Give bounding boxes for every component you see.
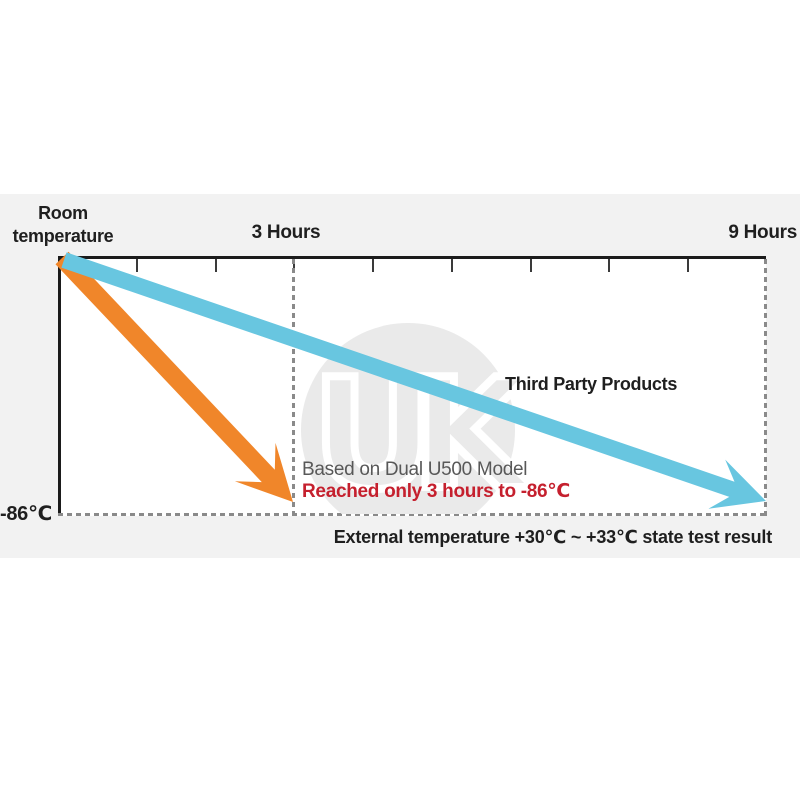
hour-tick-4	[372, 259, 374, 272]
hour-tick-2	[215, 259, 217, 272]
series-caption-dual-u500: Based on Dual U500 Model	[302, 459, 528, 480]
y-axis-bottom-label: -86℃	[0, 503, 52, 525]
x-tick-label-9-hours: 9 Hours	[728, 222, 797, 243]
series-label-third-party: Third Party Products	[505, 374, 678, 394]
y-axis-top-label: Room temperature	[12, 203, 114, 246]
hour-tick-5	[451, 259, 453, 272]
guide-9-hours	[764, 259, 767, 516]
hour-tick-6	[530, 259, 532, 272]
guide-3-hours	[292, 259, 295, 516]
footnote-test-conditions: External temperature +30℃ ~ +33℃ state t…	[333, 527, 772, 547]
guide-minus-86	[58, 513, 768, 516]
x-tick-label-3-hours: 3 Hours	[251, 222, 321, 243]
hour-tick-7	[608, 259, 610, 272]
hour-tick-8	[687, 259, 689, 272]
annotation-reached-3-hours: Reached only 3 hours to -86℃	[302, 481, 571, 502]
hour-tick-1	[136, 259, 138, 272]
